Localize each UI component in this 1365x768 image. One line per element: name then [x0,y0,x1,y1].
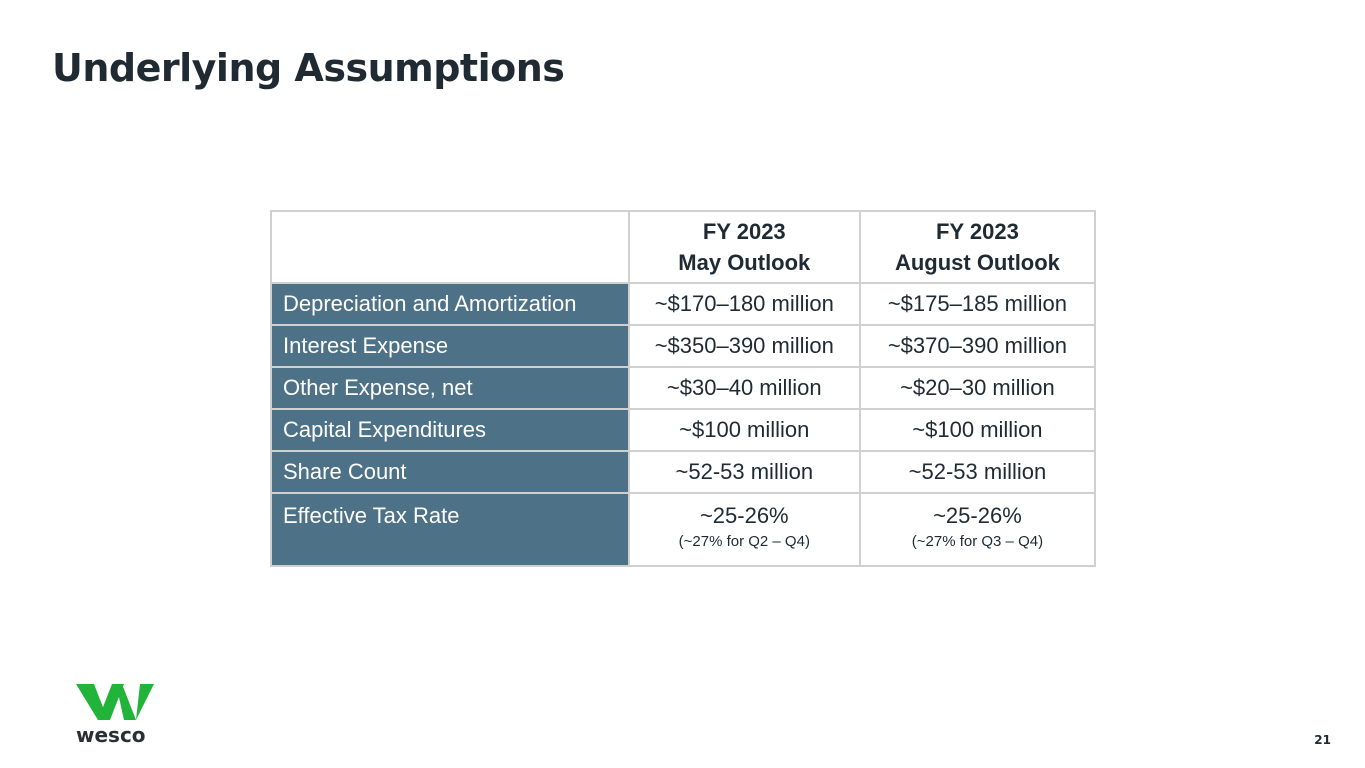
august-outlook-value-text: ~$100 million [912,417,1043,442]
row-label-text: Other Expense, net [283,375,473,400]
row-label-text: Capital Expenditures [283,417,487,442]
august-outlook-value-text: ~$20–30 million [900,375,1055,400]
row-label-text: Share Count [283,459,407,484]
row-label-text: Interest Expense [283,333,449,358]
header-year: FY 2023 [936,219,1019,244]
may-outlook-value-text: ~$350–390 million [654,333,834,358]
row-label: Depreciation and Amortization [270,282,630,326]
logo-text: wesco [76,723,146,744]
august-outlook-value: ~$175–185 million [858,282,1097,326]
may-outlook-value-text: ~25-26% [699,503,789,528]
may-outlook-value: ~$350–390 million [627,324,861,368]
may-outlook-value-text: ~$30–40 million [666,375,822,400]
row-label: Other Expense, net [270,366,630,410]
august-outlook-value-text: ~52-53 million [908,459,1047,484]
may-outlook-value-text: ~52-53 million [675,459,814,484]
wesco-logo: wesco [76,684,154,744]
row-label: Share Count [270,450,630,494]
may-outlook-value: ~$30–40 million [627,366,861,410]
page-title: Underlying Assumptions [52,46,565,90]
august-outlook-value-text: ~$370–390 million [887,333,1068,358]
row-label-text: Depreciation and Amortization [283,291,577,316]
may-outlook-value: ~$100 million [627,408,861,452]
august-outlook-value-text: ~25-26% [933,503,1022,528]
may-outlook-value-text: ~$170–180 million [654,291,834,316]
may-outlook-value-text: ~$100 million [679,417,810,442]
page-number: 21 [1314,733,1331,747]
august-outlook-value: ~$100 million [858,408,1097,452]
may-outlook-value: ~$170–180 million [627,282,861,326]
table-row: Capital Expenditures ~$100 million ~$100 m… [270,408,1097,452]
august-outlook-value: ~$370–390 million [858,324,1097,368]
august-outlook-value: ~$20–30 million [858,366,1097,410]
row-label-text: Effective Tax Rate [283,503,460,528]
table-row: Effective Tax Rate ~25-26% (~27% for Q2 – … [270,492,1097,567]
table-row: Depreciation and Amortization ~$170–180 m… [270,282,1097,326]
august-outlook-value: ~52-53 million [858,450,1097,494]
august-outlook-value: ~25-26% (~27% for Q3 – Q4) [858,492,1097,567]
may-outlook-value: ~25-26% (~27% for Q2 – Q4) [627,492,861,567]
footnote: (~27% for Q2 – Q4) [678,533,810,550]
table-row: Interest Expense ~$350–390 million ~$370–3… [270,324,1097,368]
header-label: August Outlook [894,250,1060,275]
assumptions-table: FY 2023 May Outlook FY 2023 August Outlook… [270,210,1097,567]
header-label: May Outlook [678,250,811,275]
row-label: Capital Expenditures [270,408,630,452]
header-year: FY 2023 [702,219,786,244]
row-label: Interest Expense [270,324,630,368]
header-empty [270,210,630,284]
header-august-outlook: FY 2023 August Outlook [858,210,1097,284]
table-row: Share Count ~52-53 million ~52-53 million [270,450,1097,494]
header-may-outlook: FY 2023 May Outlook [627,210,861,284]
footnote: (~27% for Q3 – Q4) [911,533,1044,550]
table-row: Other Expense, net ~$30–40 million ~$20–30… [270,366,1097,410]
table-header-row: FY 2023 May Outlook FY 2023 August Outlook [270,210,1097,284]
august-outlook-value-text: ~$175–185 million [887,291,1068,316]
may-outlook-value: ~52-53 million [627,450,861,494]
row-label: Effective Tax Rate [270,492,630,567]
